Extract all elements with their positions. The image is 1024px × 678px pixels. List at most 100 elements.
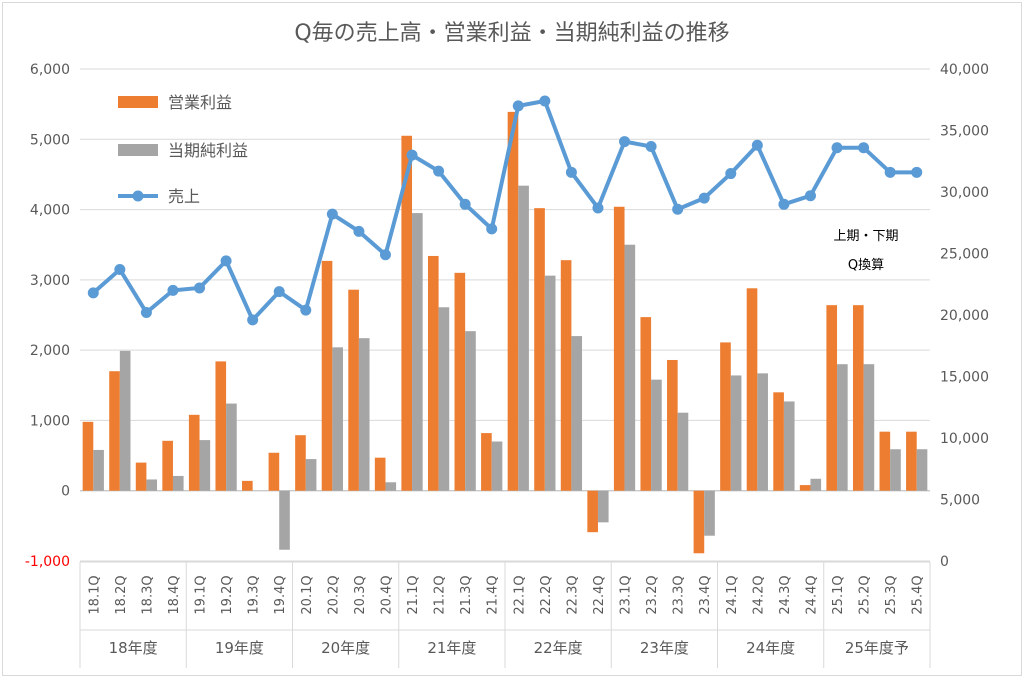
category-label: 19.4Q: [273, 575, 288, 614]
legend-label-operating-profit: 営業利益: [168, 93, 232, 112]
net-income-bar: [172, 475, 184, 491]
sales-point: [140, 307, 152, 319]
sales-point: [114, 263, 126, 275]
sales-point: [406, 149, 418, 161]
sales-point: [592, 202, 604, 214]
category-label: 25.2Q: [858, 575, 873, 614]
net-income-bar: [890, 449, 901, 491]
left-tick-label: 6,000: [30, 62, 70, 78]
sales-point: [220, 255, 232, 267]
right-tick-label: 35,000: [940, 124, 989, 140]
annotation: 上期・下期 Q換算: [833, 229, 898, 273]
sales-point: [884, 166, 896, 178]
annotation-line-2: Q換算: [848, 258, 884, 273]
legend-label-sales: 売上: [168, 187, 200, 206]
sales-point: [459, 198, 471, 210]
net-income-bar: [385, 482, 397, 491]
group-label: 18年度: [109, 639, 158, 657]
category-label: 24.1Q: [725, 575, 740, 614]
net-income-bar: [730, 375, 742, 491]
net-income-bar: [332, 347, 343, 491]
operating-profit-bar: [215, 361, 227, 491]
group-label: 22年度: [534, 639, 583, 657]
sales-line: [87, 95, 923, 326]
category-label: 21.2Q: [433, 575, 448, 614]
sales-point: [433, 165, 445, 177]
group-label: 23年度: [640, 639, 689, 657]
net-income-bar: [438, 307, 450, 491]
operating-profit-bar: [667, 359, 678, 491]
net-income-bar: [93, 449, 104, 491]
operating-profit-bar: [188, 414, 200, 491]
category-label: 21.1Q: [406, 575, 421, 614]
net-income-bar: [305, 459, 317, 491]
operating-profit-bar: [507, 111, 519, 491]
operating-profit-bar: [374, 457, 386, 491]
operating-profit-bar: [427, 255, 439, 491]
category-label: 20.2Q: [326, 575, 341, 614]
group-label: 21年度: [427, 639, 476, 657]
right-tick-label: 30,000: [940, 185, 989, 201]
sales-point: [247, 314, 259, 326]
net-income-bar: [491, 441, 503, 491]
net-income-bar: [199, 440, 211, 491]
sales-point: [725, 168, 737, 180]
category-label: 18.4Q: [167, 575, 182, 614]
sales-point: [87, 287, 99, 299]
left-tick-label: -1,000: [25, 554, 70, 570]
operating-profit-bar: [109, 371, 120, 491]
sales-point: [512, 100, 524, 112]
sales-point: [353, 225, 365, 237]
right-tick-label: 5,000: [940, 493, 980, 509]
group-label: 24年度: [746, 639, 795, 657]
net-income-bar: [677, 412, 689, 491]
right-axis: 0 5,000 10,000 15,000 20,000 25,000 30,000 35,0…: [940, 62, 989, 570]
category-label: 25.1Q: [831, 575, 846, 614]
category-label: 24.4Q: [804, 575, 819, 614]
net-income-bar: [518, 185, 529, 491]
category-label: 23.1Q: [619, 575, 634, 614]
category-label: 19.3Q: [247, 575, 262, 614]
sales-point: [539, 95, 551, 107]
operating-profit-bar: [242, 480, 253, 491]
net-income-bar: [119, 350, 131, 491]
sales-point: [751, 139, 763, 151]
category-label: 22.4Q: [592, 575, 607, 614]
operating-profit-bar: [799, 485, 811, 491]
legend-swatch-net-income: [118, 144, 158, 156]
net-income-bar: [597, 490, 609, 523]
right-tick-label: 25,000: [940, 247, 989, 263]
sales-point: [326, 208, 338, 220]
category-label: 23.2Q: [645, 575, 660, 614]
operating-profit-bars: [82, 111, 917, 554]
operating-profit-bar: [454, 272, 466, 491]
operating-profit-bar: [401, 135, 413, 491]
category-label: 25.4Q: [911, 575, 926, 614]
sales-point: [194, 282, 206, 294]
right-tick-label: 20,000: [940, 308, 989, 324]
operating-profit-bar: [268, 452, 280, 491]
sales-point: [778, 198, 790, 210]
category-label: 18.3Q: [140, 575, 155, 614]
group-label: 20年度: [321, 639, 370, 657]
net-income-bar: [571, 336, 583, 491]
net-income-bar: [651, 379, 662, 491]
net-income-bar: [837, 364, 848, 491]
legend-swatch-operating-profit: [118, 96, 158, 108]
net-income-bar: [412, 213, 423, 491]
operating-profit-bar: [720, 342, 731, 491]
right-tick-label: 0: [940, 554, 949, 570]
category-label: 22.1Q: [512, 575, 527, 614]
sales-point: [672, 203, 684, 215]
operating-profit-bar: [852, 305, 864, 491]
right-tick-label: 40,000: [940, 62, 989, 78]
sales-point: [804, 190, 816, 202]
net-income-bar: [624, 244, 636, 491]
x-axis: 18.1Q 18.2Q 18.3Q 18.4Q 19.1Q 19.2Q 19.3Q 19.4Q…: [79, 561, 931, 668]
left-tick-label: 4,000: [30, 203, 70, 219]
left-tick-label: 5,000: [30, 132, 70, 148]
net-income-bars: [93, 185, 928, 550]
net-income-bar: [146, 479, 158, 491]
net-income-bar: [226, 403, 237, 491]
